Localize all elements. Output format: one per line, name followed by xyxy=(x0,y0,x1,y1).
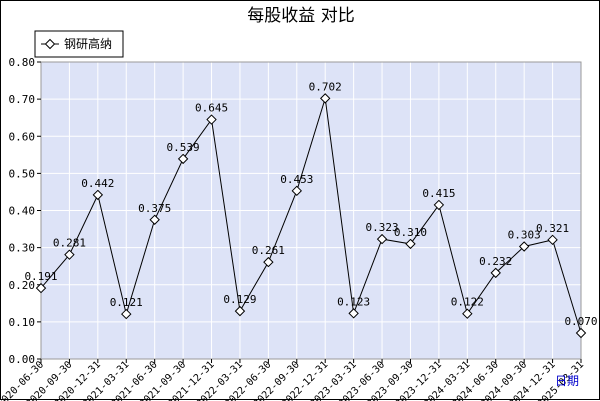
data-label: 0.232 xyxy=(479,255,512,268)
data-label: 0.375 xyxy=(138,202,171,215)
data-label: 0.415 xyxy=(422,187,455,200)
data-point-marker xyxy=(291,185,302,197)
data-label: 0.281 xyxy=(53,237,86,250)
data-point-marker xyxy=(92,189,104,201)
legend-label: 钢研高纳 xyxy=(64,36,112,51)
data-label: 0.129 xyxy=(223,293,256,306)
data-point-marker xyxy=(121,308,132,320)
data-label: 0.261 xyxy=(252,244,285,257)
data-point-marker xyxy=(348,308,359,319)
data-point-marker xyxy=(263,256,274,268)
data-label: 0.191 xyxy=(24,270,57,283)
data-label: 0.323 xyxy=(365,221,398,234)
data-point-marker xyxy=(575,327,587,339)
data-point-marker xyxy=(376,233,388,245)
data-point-marker xyxy=(490,267,501,279)
data-point-marker xyxy=(35,282,47,294)
y-axis-ticks: 0.00 0.10 0.20 0.30 0.40 0.50 0.60 0.70 0.80 xyxy=(9,56,41,366)
y-tick-label: 0.50 xyxy=(9,167,36,180)
y-tick-label: 0.80 xyxy=(9,56,36,69)
data-point-marker xyxy=(64,249,75,260)
y-tick-label: 0.70 xyxy=(9,93,36,106)
data-labels: 0.191 0.281 0.442 0.121 0.375 0.539 0.645 0.129… xyxy=(24,80,597,328)
series-layer xyxy=(35,93,587,339)
data-point-marker xyxy=(234,305,246,317)
data-label: 0.645 xyxy=(195,102,228,115)
y-tick-label: 0.40 xyxy=(9,205,36,218)
data-label: 0.121 xyxy=(110,296,143,309)
data-point-marker xyxy=(149,214,160,225)
legend: 钢研高纳 xyxy=(34,30,124,58)
y-tick-label: 0.60 xyxy=(9,130,36,143)
data-point-marker xyxy=(462,308,473,319)
data-label: 0.303 xyxy=(508,229,541,242)
chart-title: 每股收益 对比 xyxy=(247,6,354,26)
data-label: 0.123 xyxy=(337,295,370,308)
data-label: 0.453 xyxy=(280,173,313,186)
data-label: 0.539 xyxy=(167,141,200,154)
legend-diamond-marker-icon xyxy=(44,38,56,50)
y-tick-label: 0.20 xyxy=(9,279,36,292)
data-point-marker xyxy=(518,241,530,252)
data-point-marker xyxy=(177,153,189,165)
data-point-marker xyxy=(206,114,217,125)
data-point-marker xyxy=(433,199,445,211)
data-label: 0.070 xyxy=(564,315,597,328)
y-tick-label: 0.30 xyxy=(9,242,36,255)
series-line xyxy=(40,98,582,334)
data-point-marker xyxy=(320,93,331,104)
y-tick-label: 0.10 xyxy=(9,316,36,329)
x-axis-label: 日期 xyxy=(555,374,579,388)
data-label: 0.310 xyxy=(394,226,427,239)
x-axis-ticks: 2020-06-302020-09-302020-12-312021-03-31… xyxy=(1,359,586,401)
data-point-marker xyxy=(405,238,416,250)
data-point-marker xyxy=(547,234,558,246)
data-label: 0.702 xyxy=(309,80,342,93)
data-label: 0.442 xyxy=(81,177,114,190)
y-tick-label: 0.00 xyxy=(9,353,36,366)
data-label: 0.122 xyxy=(451,296,484,309)
data-label: 0.321 xyxy=(536,222,569,235)
